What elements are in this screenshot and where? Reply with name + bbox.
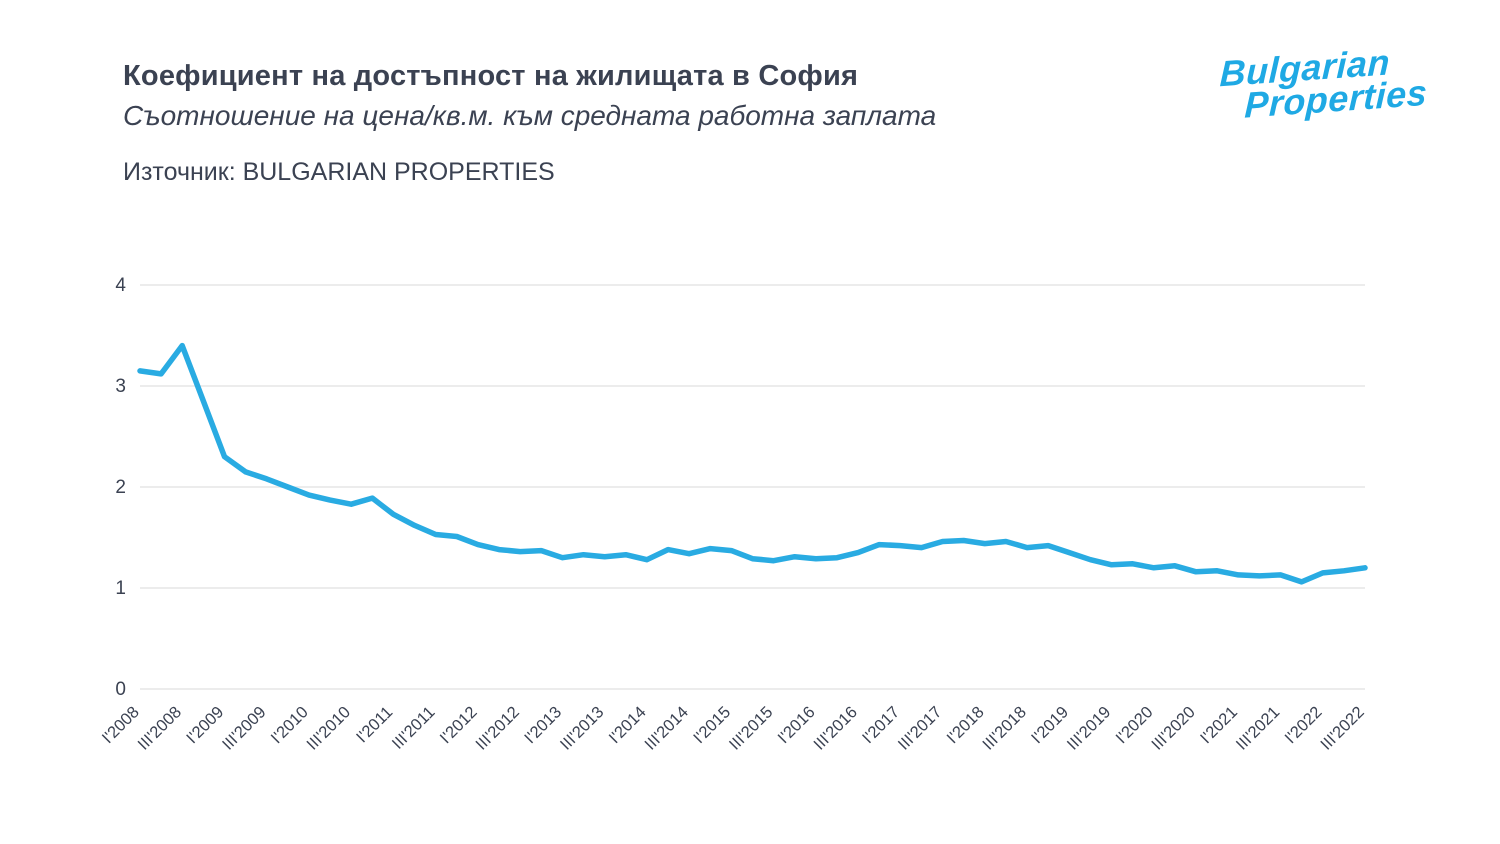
chart-line <box>137 342 1368 585</box>
x-axis-label: III'2015 <box>726 703 777 754</box>
x-axis-label: III'2013 <box>557 703 608 754</box>
line-chart-svg: 01234I'2008III'2008I'2009III'2009I'2010I… <box>99 275 1368 754</box>
x-axis-label: III'2018 <box>979 703 1030 754</box>
x-axis-label: III'2020 <box>1148 703 1199 754</box>
x-axis-label: III'2009 <box>219 703 270 754</box>
y-axis-label: 3 <box>115 376 126 397</box>
x-axis-label: III'2021 <box>1233 703 1284 754</box>
y-axis-label: 2 <box>115 477 126 498</box>
x-axis-label: III'2022 <box>1317 703 1368 754</box>
x-axis-label: III'2011 <box>389 703 439 753</box>
x-axis-label: III'2016 <box>810 703 861 754</box>
page-title: Коефициент на достъпност на жилищата в С… <box>123 60 859 92</box>
x-axis-label: III'2019 <box>1064 703 1115 754</box>
x-axis-label: III'2014 <box>641 703 692 754</box>
y-axis-label: 0 <box>115 679 126 700</box>
brand-logo: Bulgarian Properties <box>1218 41 1429 126</box>
x-axis-label: III'2010 <box>303 703 354 754</box>
x-axis-label: III'2012 <box>472 703 523 754</box>
x-axis-label: III'2017 <box>895 703 946 754</box>
y-axis-label: 1 <box>115 578 126 599</box>
source-label: Източник: BULGARIAN PROPERTIES <box>123 158 555 186</box>
x-axis-label: III'2008 <box>134 703 185 754</box>
y-axis-label: 4 <box>115 275 126 296</box>
line-chart: 0 1 2 3 4 I'2008 III'2008 I'2009 III'2009 I'2010 I… <box>0 240 1500 820</box>
page-subtitle: Съотношение на цена/кв.м. към средната р… <box>123 100 937 131</box>
